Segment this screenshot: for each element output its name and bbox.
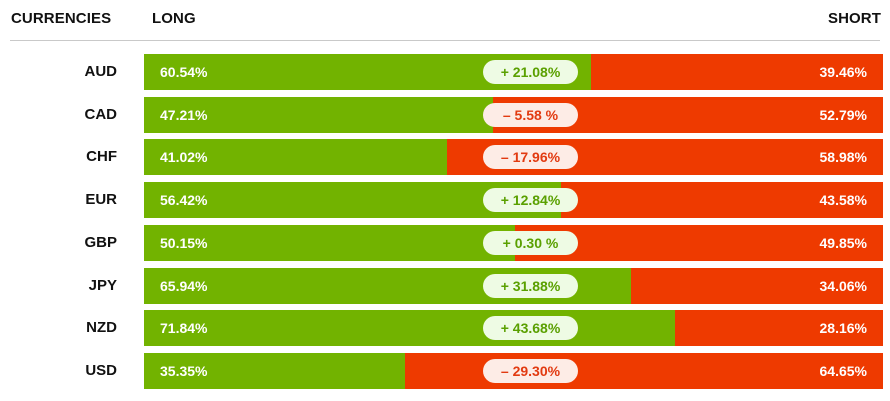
short-bar: 41.02% – 17.96% 58.98% [144,139,883,175]
net-difference-badge: + 31.88% [483,274,578,298]
short-bar: 56.42% + 12.84% 43.58% [144,182,883,218]
net-difference-badge: + 43.68% [483,316,578,340]
long-value: 60.54% [160,64,208,80]
table-row: USD 35.35% – 29.30% 64.65% [0,353,890,389]
long-bar [144,310,675,346]
long-header: LONG [152,10,196,27]
currencies-header: CURRENCIES [11,10,112,27]
net-difference-badge: – 29.30% [483,359,578,383]
currency-label: GBP [84,234,117,251]
currency-label: EUR [85,191,117,208]
table-row: JPY 65.94% + 31.88% 34.06% [0,268,890,304]
net-difference-badge: – 5.58 % [483,103,578,127]
currency-label: AUD [84,63,118,80]
short-value: 49.85% [819,235,867,251]
table-row: EUR 56.42% + 12.84% 43.58% [0,182,890,218]
short-value: 52.79% [819,107,867,123]
long-bar [144,353,406,389]
currency-label: USD [85,362,117,379]
long-value: 56.42% [160,192,208,208]
net-difference-badge: + 21.08% [483,60,578,84]
table-row: GBP 50.15% + 0.30 % 49.85% [0,225,890,261]
net-difference-badge: + 0.30 % [483,231,578,255]
short-value: 58.98% [819,149,867,165]
long-value: 71.84% [160,320,208,336]
table-row: NZD 71.84% + 43.68% 28.16% [0,310,890,346]
short-value: 28.16% [819,320,867,336]
long-value: 41.02% [160,149,208,165]
long-value: 65.94% [160,278,208,294]
short-value: 34.06% [819,278,867,294]
short-bar: 65.94% + 31.88% 34.06% [144,268,883,304]
long-bar [144,139,448,175]
table-header: CURRENCIES LONG SHORT [0,0,890,41]
short-bar: 71.84% + 43.68% 28.16% [144,310,883,346]
header-divider [10,40,880,41]
table-row: AUD 60.54% + 21.08% 39.46% [0,54,890,90]
short-header: SHORT [828,10,881,27]
long-value: 47.21% [160,107,208,123]
net-difference-badge: + 12.84% [483,188,578,212]
currency-label: CHF [86,148,117,165]
long-bar [144,225,515,261]
short-value: 64.65% [819,363,867,379]
currency-label: CAD [84,106,118,123]
currency-label: JPY [88,277,117,294]
long-value: 50.15% [160,235,208,251]
short-bar: 50.15% + 0.30 % 49.85% [144,225,883,261]
table-row: CAD 47.21% – 5.58 % 52.79% [0,97,890,133]
currency-label: NZD [86,319,117,336]
net-difference-badge: – 17.96% [483,145,578,169]
short-value: 43.58% [819,192,867,208]
table-row: CHF 41.02% – 17.96% 58.98% [0,139,890,175]
short-value: 39.46% [819,64,867,80]
long-value: 35.35% [160,363,208,379]
long-bar [144,97,493,133]
short-bar: 35.35% – 29.30% 64.65% [144,353,883,389]
short-bar: 60.54% + 21.08% 39.46% [144,54,883,90]
short-bar: 47.21% – 5.58 % 52.79% [144,97,883,133]
